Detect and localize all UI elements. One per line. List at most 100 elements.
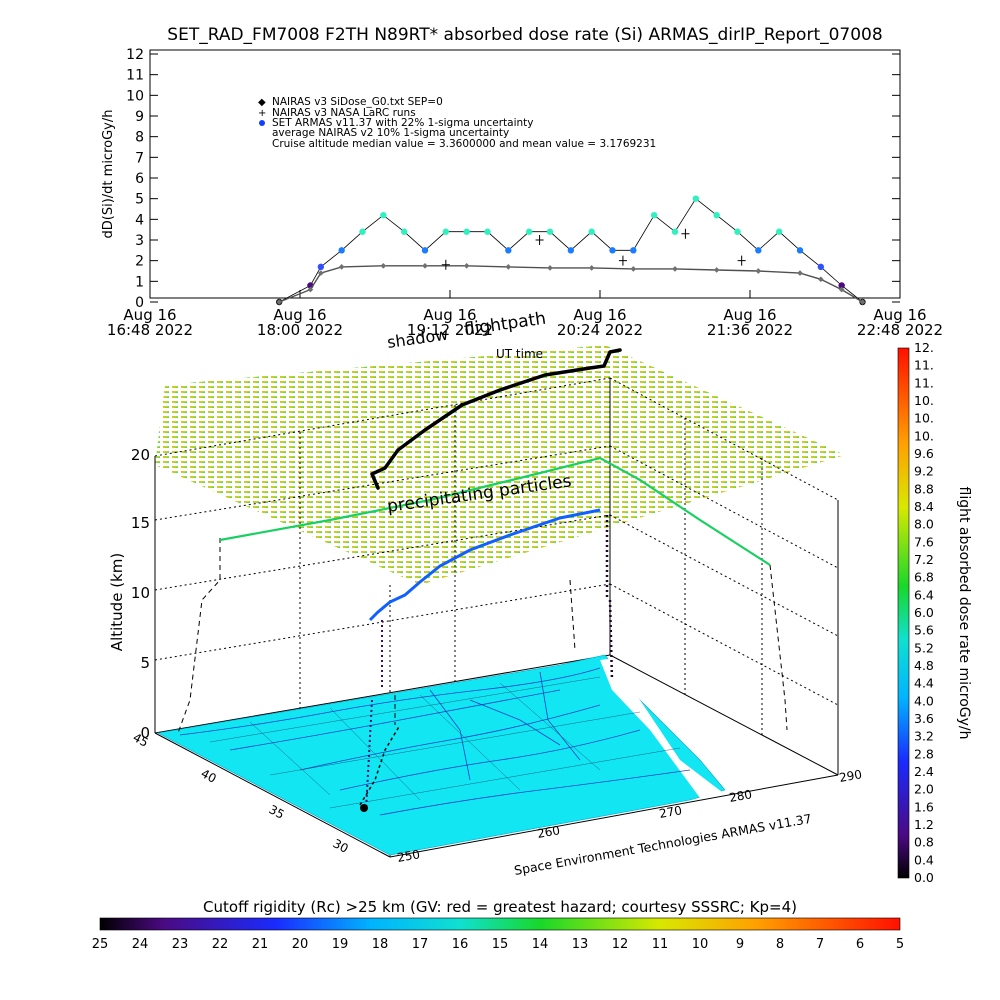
cutoff-tick-label: 22 [212,937,229,952]
dose-tick-label: 9.2 [914,464,934,479]
nairas-point [859,299,866,305]
cutoff-tick-label: 14 [532,937,549,952]
dose-colorbar: 0.0 0.4 0.8 1.2 1.6 2.0 2.4 2.8 3.2 3.6 4.0 4.4 4.8 5… [897,340,972,885]
dose-tick-label: 8.8 [914,481,934,496]
nairas-point [797,270,803,276]
map-surface [157,654,726,856]
armas-point [796,247,804,254]
armas-point [400,228,408,235]
dose-tick-label: 1.2 [914,817,934,832]
scene-3d: shadow flightpath UT time precipitating … [108,309,863,878]
dose-tick-label: 6.4 [914,587,934,602]
cutoff-tick-label: 6 [856,937,864,952]
longitude-tick: 280 [728,787,753,805]
y-tick-label: 11 [126,68,144,84]
shadow-label: shadow [386,325,449,352]
dose-tick-label: 3.2 [914,729,934,744]
armas-point [755,247,762,254]
x-tick-date: Aug 16 [423,306,476,324]
armas-point [359,228,366,235]
armas-point [317,263,325,271]
dose-tick-label: 2.4 [914,764,934,779]
cutoff-tick-label: 11 [652,937,669,952]
y-tick-label: 2 [135,254,144,270]
y-tick-label: 12 [126,47,144,63]
flight-track-dose [219,456,771,566]
dose-tick-label: 0.0 [914,870,934,885]
x-tick-time: 19:12 2022 [407,321,493,339]
x-tick-time: 20:24 2022 [557,321,643,339]
map-contours [179,667,691,816]
dose-tick-label: 1.6 [914,799,934,814]
nairas-point [505,264,512,270]
top-chart-series [275,195,866,306]
dose-tick-label: 11. [914,375,934,390]
flight-path [370,348,622,490]
dose-tick-label: 7.2 [914,552,934,567]
top-chart-legend: ◆ NAIRAS v3 SiDose_G0.txt SEP=0 + NAIRAS… [258,96,656,150]
nairas-point [547,265,553,271]
cutoff-tick-label: 25 [92,937,109,952]
dose-colorbar-bar [897,347,910,879]
cutoff-tick-label: 12 [612,937,629,952]
y-tick-label: 3 [135,233,144,249]
legend-marker-nairas-larc: + [258,108,266,119]
cutoff-tick-label: 10 [692,937,709,952]
x-tick-date: Aug 16 [573,306,626,324]
larc-point [441,259,450,270]
nairas-point [380,263,387,269]
y-tick-label: 0 [135,295,144,311]
armas-point [692,195,700,202]
armas-point [650,212,658,219]
dose-tick-label: 11. [914,358,934,373]
altitude-axis-label: Altitude (km) [108,553,126,651]
latitude-ticks: 45 40 35 30 [131,730,351,856]
dose-tick-label: 5.2 [914,640,934,655]
cutoff-colorbar-label: Cutoff rigidity (Rc) >25 km (GV: red = g… [203,898,797,916]
nairas-point [276,299,282,305]
altitude-tick: 15 [131,514,150,532]
armas-point [442,228,450,235]
longitude-tick: 260 [536,823,561,841]
armas-point [567,247,575,254]
y-tick-label: 4 [135,212,144,228]
cutoff-tick-label: 18 [372,937,389,952]
map-state-lines [209,676,681,809]
cutoff-colorbar: Cutoff rigidity (Rc) >25 km (GV: red = g… [92,898,904,952]
cutoff-tick-label: 21 [252,937,269,952]
flight-track-ascent [368,508,601,622]
figure-title: SET_RAD_FM7008 F2TH N89RT* absorbed dose… [167,25,882,45]
departure-marker [360,804,368,812]
cutoff-tick-label: 24 [132,937,149,952]
nairas-point [307,286,314,293]
longitude-tick: 270 [658,803,683,821]
dose-tick-label: 5.6 [914,623,934,638]
dose-tick-label: 10. [914,393,934,408]
dose-tick-label: 10. [914,428,934,443]
dose-tick-label: 9.6 [914,446,934,461]
latitude-tick: 45 [131,730,151,750]
armas-point [734,228,741,235]
dose-tick-label: 0.4 [914,852,934,867]
legend-nairas-v2: average NAIRAS v2 10% 1-sigma uncertaint… [272,127,509,139]
armas-point [838,282,845,289]
latitude-tick: 40 [199,766,219,786]
latitude-tick: 30 [331,836,351,856]
armas-point [817,263,825,271]
legend-nairas-sidose: NAIRAS v3 SiDose_G0.txt SEP=0 [272,96,443,108]
armas-point [338,247,345,254]
ut-time-label: UT time [496,347,543,361]
dose-tick-label: 6.8 [914,570,934,585]
cutoff-tick-label: 7 [816,937,824,952]
cutoff-tick-label: 9 [736,937,744,952]
nairas-point [588,265,595,271]
y-tick-label: 6 [135,171,144,187]
x-tick-time: 21:36 2022 [707,321,793,339]
y-tick-label: 10 [126,88,144,104]
shadow-flightpath [359,724,401,806]
x-tick-date: Aug 16 [723,306,776,324]
y-tick-label: 5 [135,192,144,208]
altitude-tick: 10 [131,584,150,602]
